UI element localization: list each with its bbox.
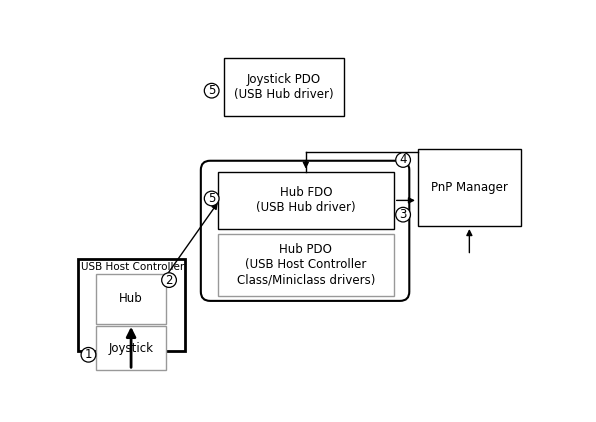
Text: Hub: Hub xyxy=(119,292,143,306)
Bar xyxy=(224,58,344,116)
Text: Hub PDO
(USB Host Controller
Class/Miniclass drivers): Hub PDO (USB Host Controller Class/Minic… xyxy=(237,243,375,286)
Circle shape xyxy=(81,347,96,362)
Circle shape xyxy=(396,153,411,167)
Text: 5: 5 xyxy=(208,84,215,97)
Text: 3: 3 xyxy=(399,208,407,221)
Circle shape xyxy=(204,84,219,98)
Bar xyxy=(79,259,185,351)
Text: Hub FDO
(USB Hub driver): Hub FDO (USB Hub driver) xyxy=(256,187,356,214)
Text: 2: 2 xyxy=(165,273,173,287)
Text: Joystick PDO
(USB Hub driver): Joystick PDO (USB Hub driver) xyxy=(234,73,334,101)
Text: 4: 4 xyxy=(399,154,407,167)
Bar xyxy=(418,149,521,226)
Circle shape xyxy=(396,207,411,222)
Text: USB Host Controller: USB Host Controller xyxy=(82,262,185,272)
Text: Joystick: Joystick xyxy=(108,342,154,355)
Bar xyxy=(96,274,166,324)
Circle shape xyxy=(204,191,219,206)
Bar xyxy=(218,234,394,295)
Bar xyxy=(96,326,166,370)
Bar xyxy=(218,171,394,229)
Text: PnP Manager: PnP Manager xyxy=(431,181,508,194)
Text: 1: 1 xyxy=(85,348,92,361)
Circle shape xyxy=(162,273,176,287)
FancyBboxPatch shape xyxy=(201,161,409,301)
Text: 5: 5 xyxy=(208,192,215,205)
